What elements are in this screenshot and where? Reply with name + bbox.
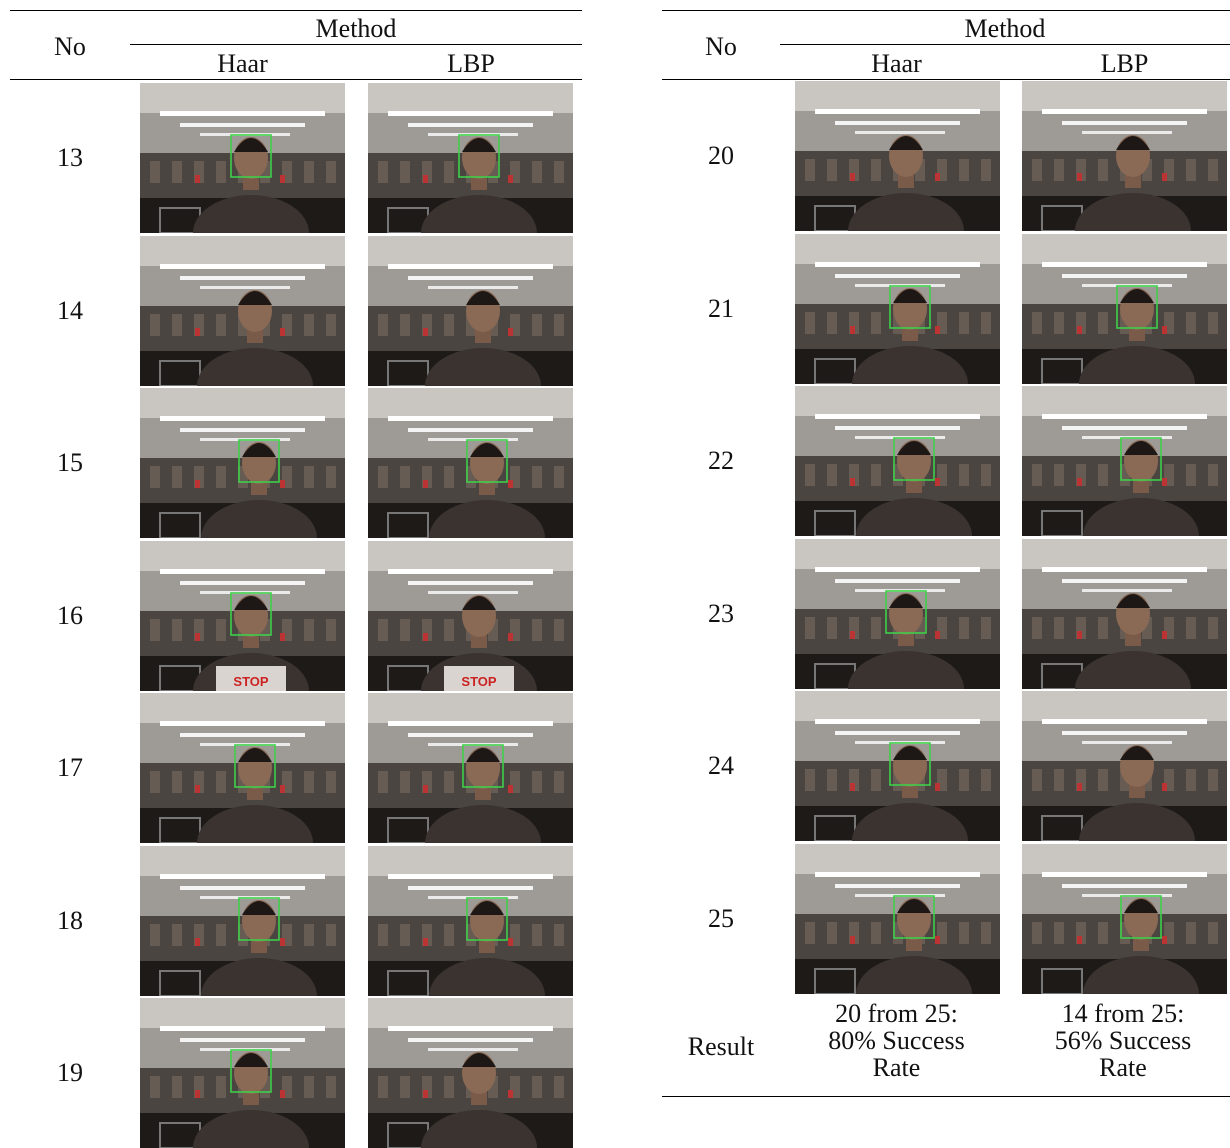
result-lbp-line-1: 14 from 25: xyxy=(1061,999,1185,1028)
left-row-number: 14 xyxy=(57,295,83,325)
left-top-rule xyxy=(10,10,582,11)
left-row-number: 17 xyxy=(57,753,83,782)
svg-text:STOP: STOP xyxy=(233,674,268,689)
left-lbp-detection-image: STOP xyxy=(368,540,573,691)
result-haar-line-3: Rate xyxy=(872,1053,921,1082)
left-col-lbp-header: LBP xyxy=(447,49,495,78)
left-haar-detection-image xyxy=(140,693,345,843)
right-row-number: 22 xyxy=(708,446,734,475)
right-lbp-detection-image xyxy=(1022,386,1227,536)
left-row-number: 18 xyxy=(57,905,83,935)
right-top-rule xyxy=(662,10,1230,11)
right-col-no-header: No xyxy=(705,32,737,61)
left-haar-detection-image xyxy=(140,845,345,996)
left-haar-detection-image xyxy=(140,998,345,1148)
right-method-header: Method xyxy=(964,14,1046,43)
right-lbp-detection-image xyxy=(1022,81,1227,231)
result-lbp: 14 from 25: 56% Success Rate xyxy=(1016,1000,1230,1081)
left-lbp-detection-image xyxy=(368,998,573,1148)
right-haar-detection-image xyxy=(795,81,1000,231)
right-haar-detection-image xyxy=(795,386,1000,536)
left-lbp-detection-image xyxy=(368,845,573,996)
left-row-number: 16 xyxy=(57,600,83,630)
right-haar-detection-image xyxy=(795,233,1000,384)
right-col-haar-header: Haar xyxy=(871,49,922,78)
left-haar-detection-image: STOP xyxy=(140,540,345,691)
left-haar-detection-image xyxy=(140,83,345,233)
right-lbp-detection-image xyxy=(1022,691,1227,841)
right-row-number: 23 xyxy=(708,598,734,628)
result-lbp-line-2: 56% Success xyxy=(1054,1026,1192,1055)
result-lbp-line-3: Rate xyxy=(1099,1053,1147,1082)
left-haar-detection-image xyxy=(140,388,345,538)
result-haar: 20 from 25: 80% Success Rate xyxy=(790,1000,1003,1081)
right-row-number: 21 xyxy=(708,293,734,323)
left-lbp-detection-image xyxy=(368,388,573,538)
right-lbp-detection-image xyxy=(1022,233,1227,384)
right-haar-detection-image xyxy=(795,691,1000,841)
left-method-header: Method xyxy=(315,14,397,43)
right-row-number: 25 xyxy=(708,903,734,933)
left-haar-detection-image xyxy=(140,235,345,386)
right-lbp-detection-image xyxy=(1022,538,1227,689)
result-label: Result xyxy=(687,1032,755,1061)
left-col-haar-header: Haar xyxy=(217,49,268,78)
left-col-no-header: No xyxy=(54,32,86,61)
left-row-number: 15 xyxy=(57,448,83,477)
result-haar-line-2: 80% Success xyxy=(828,1026,965,1055)
left-method-rule xyxy=(130,44,582,45)
left-lbp-detection-image xyxy=(368,83,573,233)
right-row-number: 24 xyxy=(708,751,734,780)
left-row-number: 13 xyxy=(57,143,83,172)
right-method-rule xyxy=(780,44,1230,45)
result-haar-line-1: 20 from 25: xyxy=(835,999,958,1028)
right-haar-detection-image xyxy=(795,843,1000,994)
left-row-number: 19 xyxy=(57,1058,83,1087)
right-row-number: 20 xyxy=(708,141,734,170)
svg-text:STOP: STOP xyxy=(461,674,496,689)
right-header-bottom-rule xyxy=(662,79,1230,80)
left-header-bottom-rule xyxy=(10,79,582,80)
right-lbp-detection-image xyxy=(1022,843,1227,994)
right-col-lbp-header: LBP xyxy=(1100,49,1149,78)
right-bottom-rule xyxy=(662,1096,1230,1097)
left-lbp-detection-image xyxy=(368,235,573,386)
left-lbp-detection-image xyxy=(368,693,573,843)
right-haar-detection-image xyxy=(795,538,1000,689)
